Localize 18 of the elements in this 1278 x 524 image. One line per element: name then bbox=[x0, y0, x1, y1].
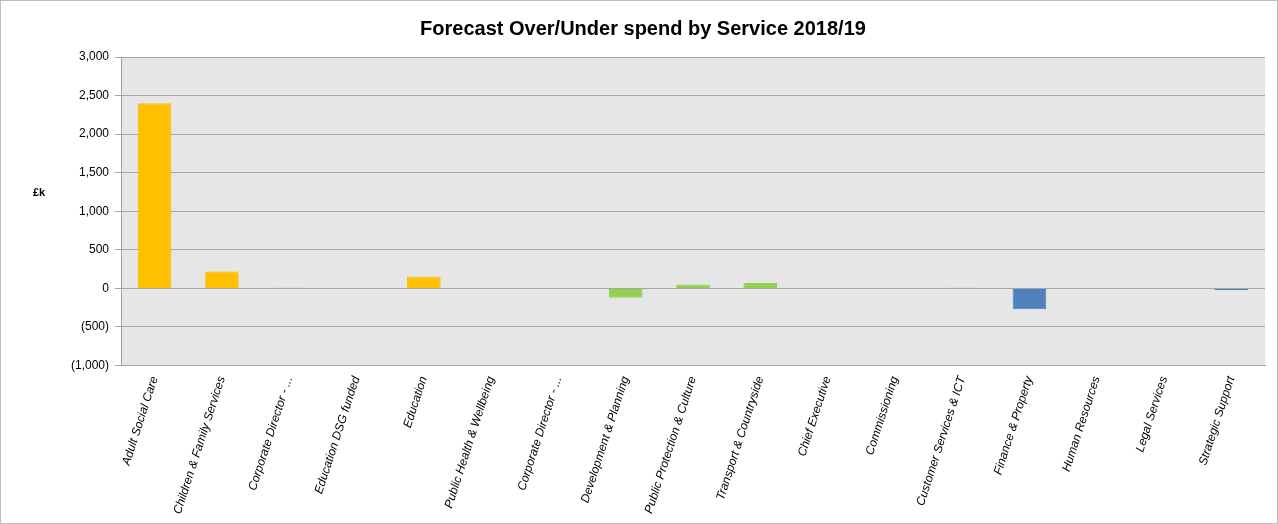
y-tick-label: 1,000 bbox=[78, 203, 110, 218]
bar bbox=[205, 271, 239, 288]
x-tick-label: Adult Social Care bbox=[118, 374, 161, 468]
chart-title: Forecast Over/Under spend by Service 2018/19 bbox=[420, 16, 866, 39]
y-tick-label: 2,500 bbox=[78, 87, 110, 102]
bar bbox=[137, 103, 172, 288]
y-tick-label: 2,000 bbox=[78, 126, 110, 141]
bar bbox=[1012, 288, 1047, 310]
y-tick-label: 0 bbox=[102, 280, 110, 295]
y-tick-label: (1,000) bbox=[70, 357, 109, 372]
bar bbox=[743, 283, 778, 288]
y-tick-label: (500) bbox=[80, 319, 109, 334]
bar bbox=[407, 276, 441, 288]
bar bbox=[608, 288, 643, 298]
y-tick-label: 500 bbox=[88, 242, 110, 257]
y-axis-title: £k bbox=[33, 185, 47, 198]
y-tick-label: 1,500 bbox=[78, 165, 110, 180]
y-tick-label: 3,000 bbox=[78, 49, 110, 64]
